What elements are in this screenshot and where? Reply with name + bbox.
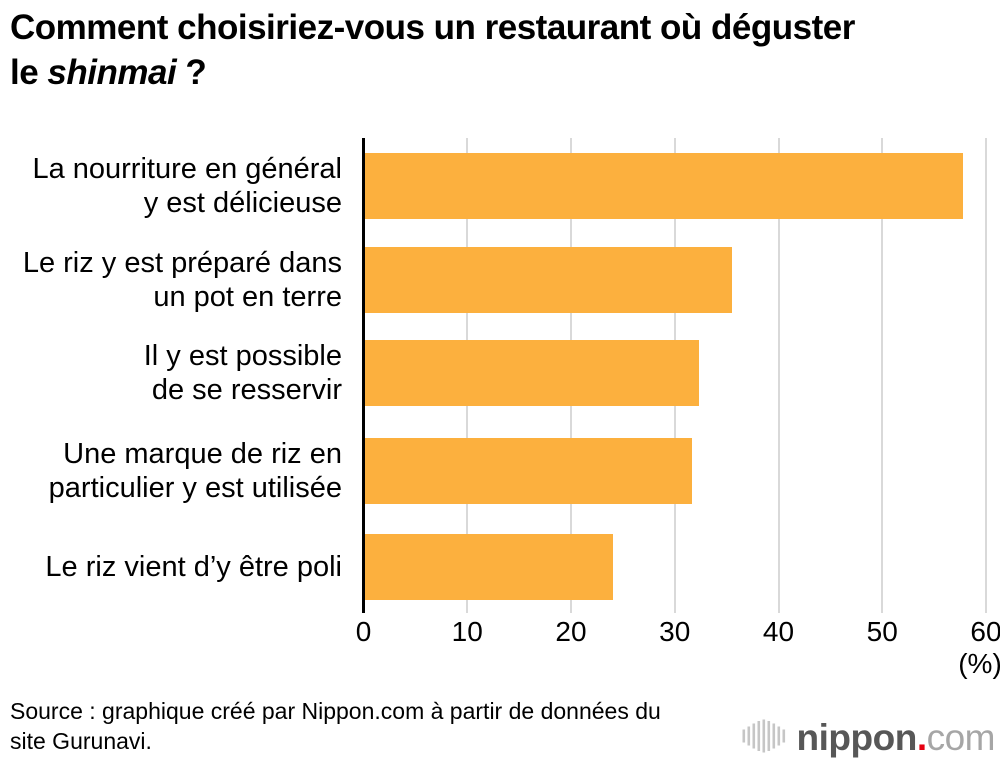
category-label: Il y est possible de se resservir [143, 340, 342, 406]
gridline [881, 138, 884, 613]
x-tick-label: 40 [762, 616, 795, 647]
x-tick-label: 20 [555, 616, 587, 647]
category-label: Le riz vient d’y être poli [45, 551, 342, 583]
bar [365, 247, 733, 313]
waveform-icon [741, 716, 787, 761]
x-tick-label: 30 [659, 616, 691, 647]
bar [365, 153, 963, 219]
page-title: Comment choisiriez-vous un restaurant où… [10, 5, 855, 95]
nippon-logo-text: nippon.com [796, 717, 996, 758]
bar [365, 438, 692, 504]
gridline [985, 138, 987, 613]
nippon-logo: nippon.com [741, 712, 996, 764]
bar [365, 534, 613, 600]
title-italic-word: shinmai [47, 53, 177, 92]
category-label: Le riz y est préparé dans un pot en terr… [22, 247, 342, 313]
x-tick-label: 10 [451, 616, 483, 647]
gridline [777, 138, 780, 613]
bar [365, 340, 700, 406]
x-tick-label: 50 [866, 616, 898, 647]
source-text: Source : graphique créé par Nippon.com à… [10, 698, 661, 754]
title-line-1: Comment choisiriez-vous un restaurant où… [10, 8, 855, 47]
category-label: La nourriture en général y est délicieus… [32, 153, 342, 219]
x-tick-label: 0 [355, 616, 372, 647]
x-tick-label: 60 [970, 616, 1000, 647]
x-axis-unit-label: (%) [958, 648, 1000, 679]
bar-chart-plot-area [362, 138, 988, 613]
y-axis-line [362, 138, 365, 613]
title-line-2: le shinmai ? [10, 53, 207, 92]
y-axis-labels: La nourriture en général y est délicieus… [0, 138, 352, 613]
category-label: Une marque de riz en particulier y est u… [48, 438, 342, 504]
